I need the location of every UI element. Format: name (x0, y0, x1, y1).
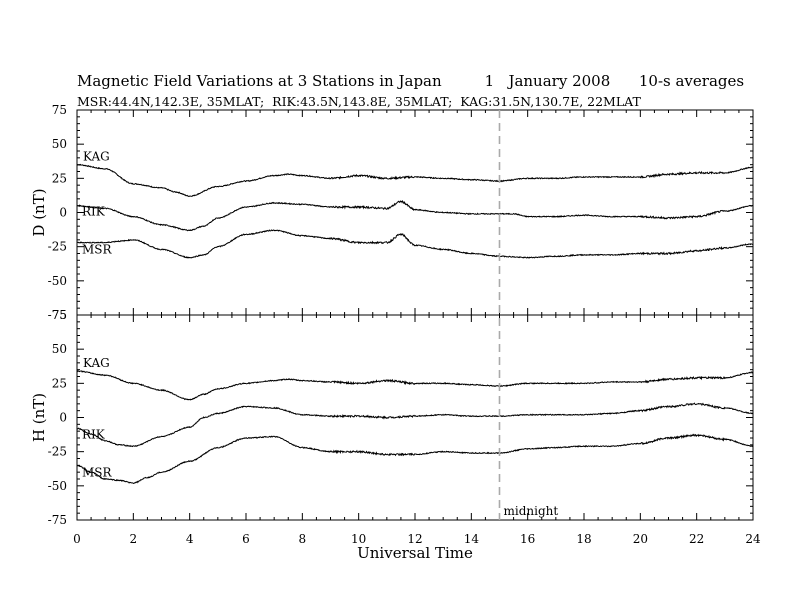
y-tick-label: 50 (52, 342, 67, 356)
y-tick-label: -75 (48, 513, 67, 527)
y-tick-label: 25 (52, 171, 67, 185)
x-tick-label: 4 (186, 532, 194, 546)
x-tick-label: 18 (576, 532, 591, 546)
x-tick-label: 2 (130, 532, 138, 546)
x-tick-label: 14 (464, 532, 480, 546)
series-label-rik: RIK (82, 205, 106, 219)
x-tick-label: 12 (407, 532, 422, 546)
y-axis-label: D (nT) (30, 188, 48, 236)
series-line-kag (76, 370, 754, 401)
series-line-msr (76, 433, 754, 484)
x-tick-label: 8 (299, 532, 307, 546)
y-tick-label: -25 (48, 445, 67, 459)
x-tick-label: 24 (745, 532, 761, 546)
x-tick-label: 22 (689, 532, 704, 546)
panel-frame (76, 109, 754, 316)
x-tick-label: 6 (242, 532, 250, 546)
midnight-label: midnight (504, 504, 559, 518)
y-tick-label: 75 (52, 308, 67, 322)
series-line-rik (76, 200, 754, 232)
title-text: Magnetic Field Variations at 3 Stations … (77, 72, 442, 90)
series-label-rik: RIK (82, 427, 106, 441)
y-tick-label: 0 (59, 206, 67, 220)
title-month-year: January 2008 (508, 72, 611, 90)
title-averaging: 10-s averages (638, 72, 745, 90)
y-tick-label: -25 (48, 240, 67, 254)
chart-subtitle: MSR:44.4N,142.3E, 35MLAT; RIK:43.5N,143.… (77, 94, 641, 109)
series-label-msr: MSR (82, 465, 113, 479)
chart-title: Magnetic Field Variations at 3 Stations … (77, 72, 744, 90)
x-axis-label: Universal Time (357, 544, 473, 562)
y-tick-label: 0 (59, 411, 67, 425)
y-tick-label: -50 (48, 274, 67, 288)
panel-frame (76, 314, 754, 521)
title-day: 1 (484, 72, 495, 90)
y-tick-label: 75 (52, 103, 67, 117)
y-axis-label: H (nT) (30, 393, 48, 442)
series-label-msr: MSR (82, 243, 113, 257)
series-label-kag: KAG (83, 150, 110, 164)
x-tick-label: 20 (633, 532, 648, 546)
series-label-kag: KAG (83, 356, 110, 370)
x-tick-label: 10 (351, 532, 366, 546)
y-tick-label: 25 (52, 376, 67, 390)
y-tick-label: -75 (48, 308, 67, 322)
y-tick-label: -50 (48, 479, 67, 493)
y-tick-label: 50 (52, 137, 67, 151)
series-line-rik (76, 402, 754, 448)
x-tick-label: 16 (520, 532, 535, 546)
series-line-msr (76, 229, 754, 259)
series-line-kag (76, 163, 754, 197)
x-tick-label: 0 (73, 532, 81, 546)
